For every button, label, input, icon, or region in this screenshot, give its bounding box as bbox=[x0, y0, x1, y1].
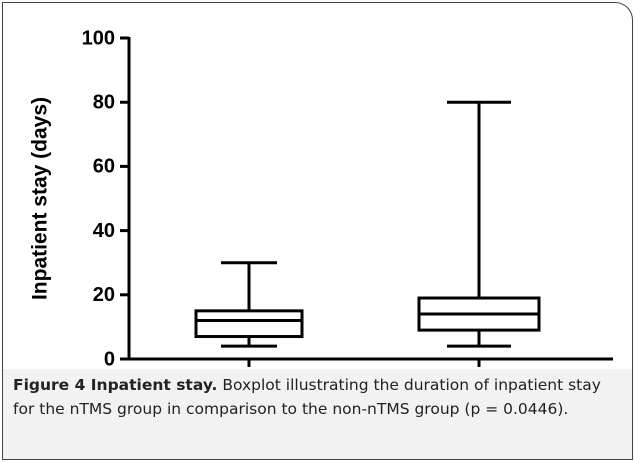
y-axis-label: Inpatient stay (days) bbox=[29, 97, 52, 300]
caption-label: Figure 4 Inpatient stay. bbox=[13, 376, 218, 394]
y-tick-label: 0 bbox=[104, 348, 115, 369]
y-tick-label: 100 bbox=[82, 27, 115, 49]
box bbox=[194, 309, 304, 339]
y-tick-label: 80 bbox=[93, 91, 115, 113]
y-tick-label: 40 bbox=[93, 220, 115, 242]
y-tick-label: 20 bbox=[93, 284, 115, 306]
caption-text: Boxplot illustrating the duration of inp… bbox=[13, 376, 601, 418]
y-tick-label: 60 bbox=[93, 156, 115, 178]
caption: Figure 4 Inpatient stay. Boxplot illustr… bbox=[3, 369, 632, 459]
